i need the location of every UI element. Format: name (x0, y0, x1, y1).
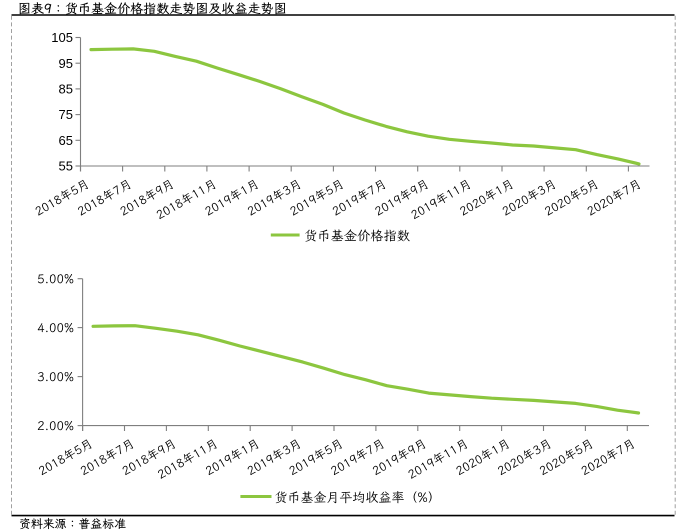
svg-text:55: 55 (59, 159, 73, 174)
svg-text:105: 105 (51, 30, 73, 45)
svg-text:65: 65 (59, 133, 73, 148)
svg-text:75: 75 (59, 107, 73, 122)
svg-text:85: 85 (59, 82, 73, 97)
svg-text:95: 95 (59, 56, 73, 71)
